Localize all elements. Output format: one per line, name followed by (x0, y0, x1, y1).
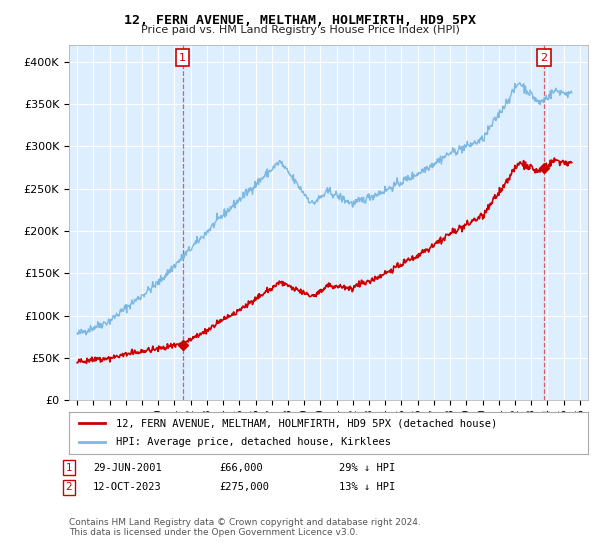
Text: 29% ↓ HPI: 29% ↓ HPI (339, 463, 395, 473)
Text: 13% ↓ HPI: 13% ↓ HPI (339, 482, 395, 492)
Text: Contains HM Land Registry data © Crown copyright and database right 2024.
This d: Contains HM Land Registry data © Crown c… (69, 518, 421, 538)
Text: 12, FERN AVENUE, MELTHAM, HOLMFIRTH, HD9 5PX: 12, FERN AVENUE, MELTHAM, HOLMFIRTH, HD9… (124, 14, 476, 27)
Text: £66,000: £66,000 (219, 463, 263, 473)
Text: 2: 2 (65, 482, 73, 492)
Text: 29-JUN-2001: 29-JUN-2001 (93, 463, 162, 473)
Text: 1: 1 (179, 53, 186, 63)
Text: 12-OCT-2023: 12-OCT-2023 (93, 482, 162, 492)
Text: 12, FERN AVENUE, MELTHAM, HOLMFIRTH, HD9 5PX (detached house): 12, FERN AVENUE, MELTHAM, HOLMFIRTH, HD9… (116, 418, 497, 428)
Text: Price paid vs. HM Land Registry's House Price Index (HPI): Price paid vs. HM Land Registry's House … (140, 25, 460, 35)
Text: 1: 1 (65, 463, 73, 473)
Text: £275,000: £275,000 (219, 482, 269, 492)
Text: HPI: Average price, detached house, Kirklees: HPI: Average price, detached house, Kirk… (116, 437, 391, 447)
Text: 2: 2 (541, 53, 548, 63)
